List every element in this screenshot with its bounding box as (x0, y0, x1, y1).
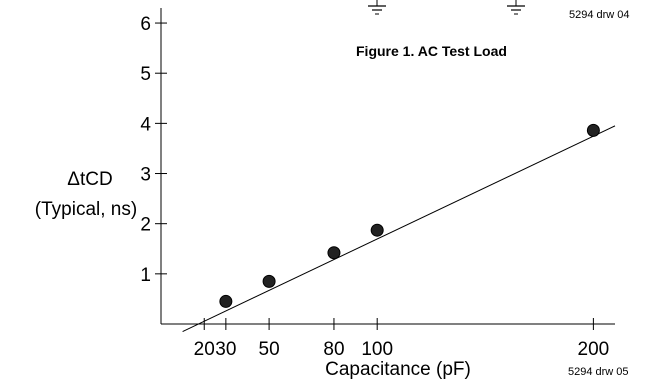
x-tick-label-30: 30 (215, 339, 236, 360)
y-tick-label-6: 6 (140, 14, 151, 35)
y-tick-label-4: 4 (140, 114, 151, 135)
figure-caption: Figure 1. AC Test Load (356, 43, 507, 59)
data-point-100pf (370, 223, 384, 237)
data-points (219, 123, 600, 308)
ground-symbol-left (368, 0, 386, 15)
y-axis-title-line2: (Typical, ns) (35, 199, 137, 220)
data-point-50pf (262, 274, 276, 288)
x-tick-label-100: 100 (361, 339, 393, 360)
data-point-200pf (586, 123, 600, 137)
y-axis-title-line1: ΔtCD (67, 169, 112, 190)
x-tick-label-80: 80 (323, 339, 344, 360)
y-tick-label-5: 5 (140, 64, 151, 85)
y-tick-label-3: 3 (140, 165, 151, 186)
ground-symbol-right (507, 0, 525, 15)
drawing-ref-top: 5294 drw 04 (569, 9, 630, 21)
data-point-80pf (327, 246, 341, 260)
x-tick-label-20: 20 (194, 339, 215, 360)
fit-line (182, 125, 616, 332)
axes: 1 2 3 4 5 6 20 30 50 80 100 200 (140, 8, 615, 360)
x-tick-label-50: 50 (259, 339, 280, 360)
y-tick-label-1: 1 (140, 265, 151, 286)
x-axis-title: Capacitance (pF) (325, 359, 471, 380)
fit-line-group (182, 125, 616, 332)
y-tick-label-2: 2 (140, 215, 151, 236)
data-point-30pf (219, 294, 233, 308)
drawing-ref-bottom: 5294 drw 05 (568, 366, 629, 378)
x-tick-label-200: 200 (578, 339, 610, 360)
